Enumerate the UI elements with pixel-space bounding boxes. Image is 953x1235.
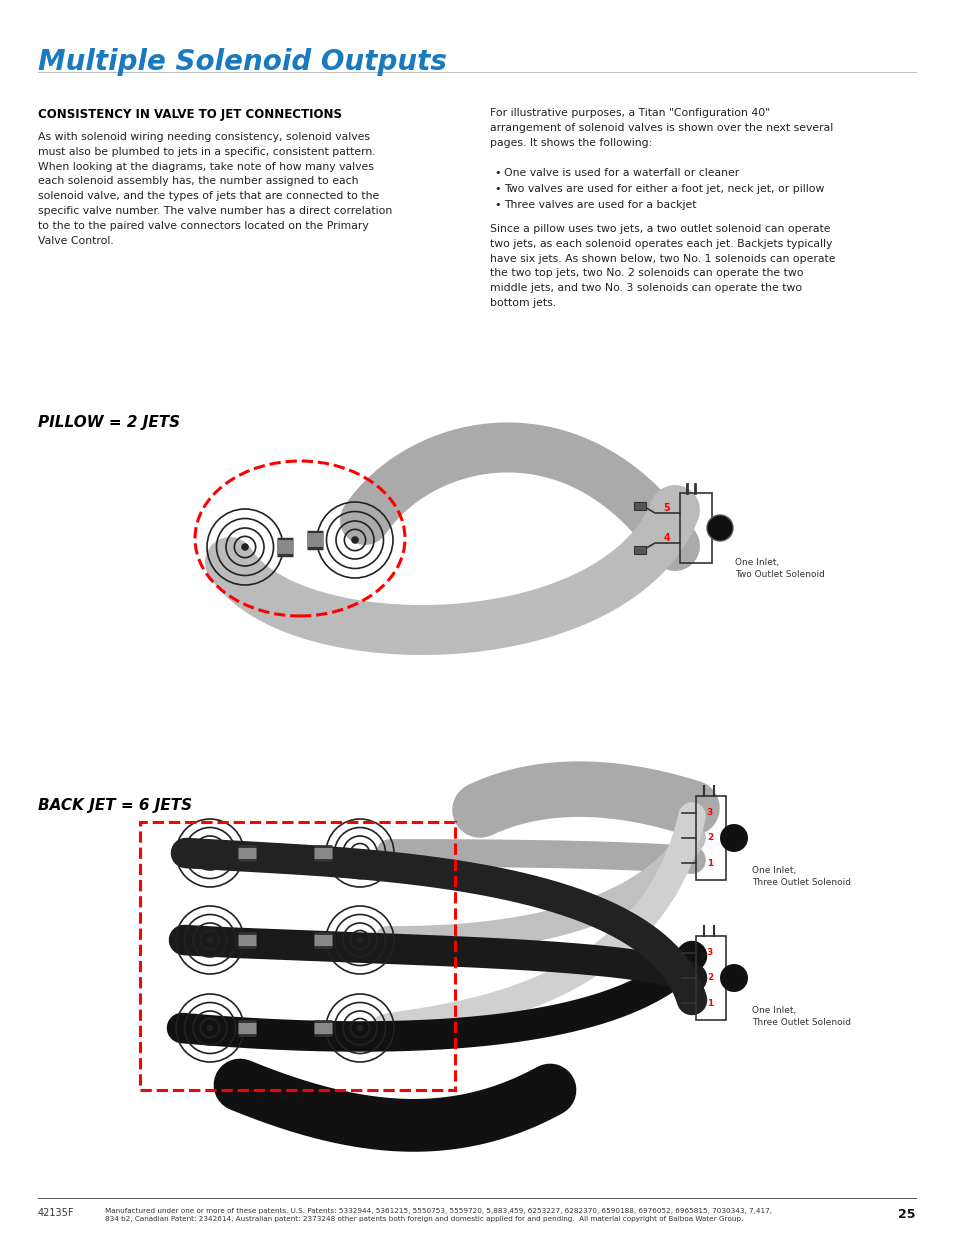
Circle shape: [720, 824, 747, 852]
Circle shape: [706, 515, 732, 541]
Circle shape: [356, 850, 363, 856]
Text: 5: 5: [663, 503, 670, 513]
Text: •: •: [494, 168, 500, 178]
Text: •: •: [494, 200, 500, 210]
Bar: [140, 823, 455, 1091]
Text: Two valves are used for either a foot jet, neck jet, or pillow: Two valves are used for either a foot je…: [503, 184, 823, 194]
Bar: [634, 546, 645, 555]
Circle shape: [720, 965, 747, 992]
Bar: [679, 493, 711, 563]
Text: Since a pillow uses two jets, a two outlet solenoid can operate
two jets, as eac: Since a pillow uses two jets, a two outl…: [490, 224, 835, 308]
Text: One Inlet,
Two Outlet Solenoid: One Inlet, Two Outlet Solenoid: [734, 558, 824, 579]
Text: One valve is used for a waterfall or cleaner: One valve is used for a waterfall or cle…: [503, 168, 739, 178]
Text: CONSISTENCY IN VALVE TO JET CONNECTIONS: CONSISTENCY IN VALVE TO JET CONNECTIONS: [38, 107, 341, 121]
Circle shape: [207, 1025, 213, 1031]
Circle shape: [356, 1025, 363, 1031]
Bar: [696, 936, 725, 1020]
Bar: [696, 797, 725, 881]
Text: 2: 2: [706, 834, 713, 842]
Circle shape: [351, 536, 358, 543]
Text: PILLOW = 2 JETS: PILLOW = 2 JETS: [38, 415, 180, 430]
Text: One Inlet,
Three Outlet Solenoid: One Inlet, Three Outlet Solenoid: [751, 866, 850, 887]
Text: 42135F: 42135F: [38, 1208, 74, 1218]
Text: 3: 3: [706, 808, 713, 818]
Circle shape: [207, 936, 213, 944]
Text: 25: 25: [898, 1208, 915, 1221]
Text: •: •: [494, 184, 500, 194]
Text: For illustrative purposes, a Titan "Configuration 40"
arrangement of solenoid va: For illustrative purposes, a Titan "Conf…: [490, 107, 832, 148]
Text: 1: 1: [706, 858, 713, 868]
Text: One Inlet,
Three Outlet Solenoid: One Inlet, Three Outlet Solenoid: [751, 1007, 850, 1026]
Circle shape: [207, 850, 213, 856]
Text: Multiple Solenoid Outputs: Multiple Solenoid Outputs: [38, 48, 446, 77]
Text: 4: 4: [663, 534, 670, 543]
Text: As with solenoid wiring needing consistency, solenoid valves
must also be plumbe: As with solenoid wiring needing consiste…: [38, 132, 392, 246]
Text: Three valves are used for a backjet: Three valves are used for a backjet: [503, 200, 696, 210]
Text: 2: 2: [706, 973, 713, 983]
Text: 3: 3: [706, 948, 713, 957]
Bar: [634, 501, 645, 510]
Circle shape: [356, 936, 363, 944]
Text: 1: 1: [706, 999, 713, 1008]
Circle shape: [241, 543, 249, 551]
Text: Manufactured under one or more of these patents. U.S. Patents: 5332944, 5361215,: Manufactured under one or more of these …: [105, 1208, 771, 1223]
Text: BACK JET = 6 JETS: BACK JET = 6 JETS: [38, 798, 192, 813]
